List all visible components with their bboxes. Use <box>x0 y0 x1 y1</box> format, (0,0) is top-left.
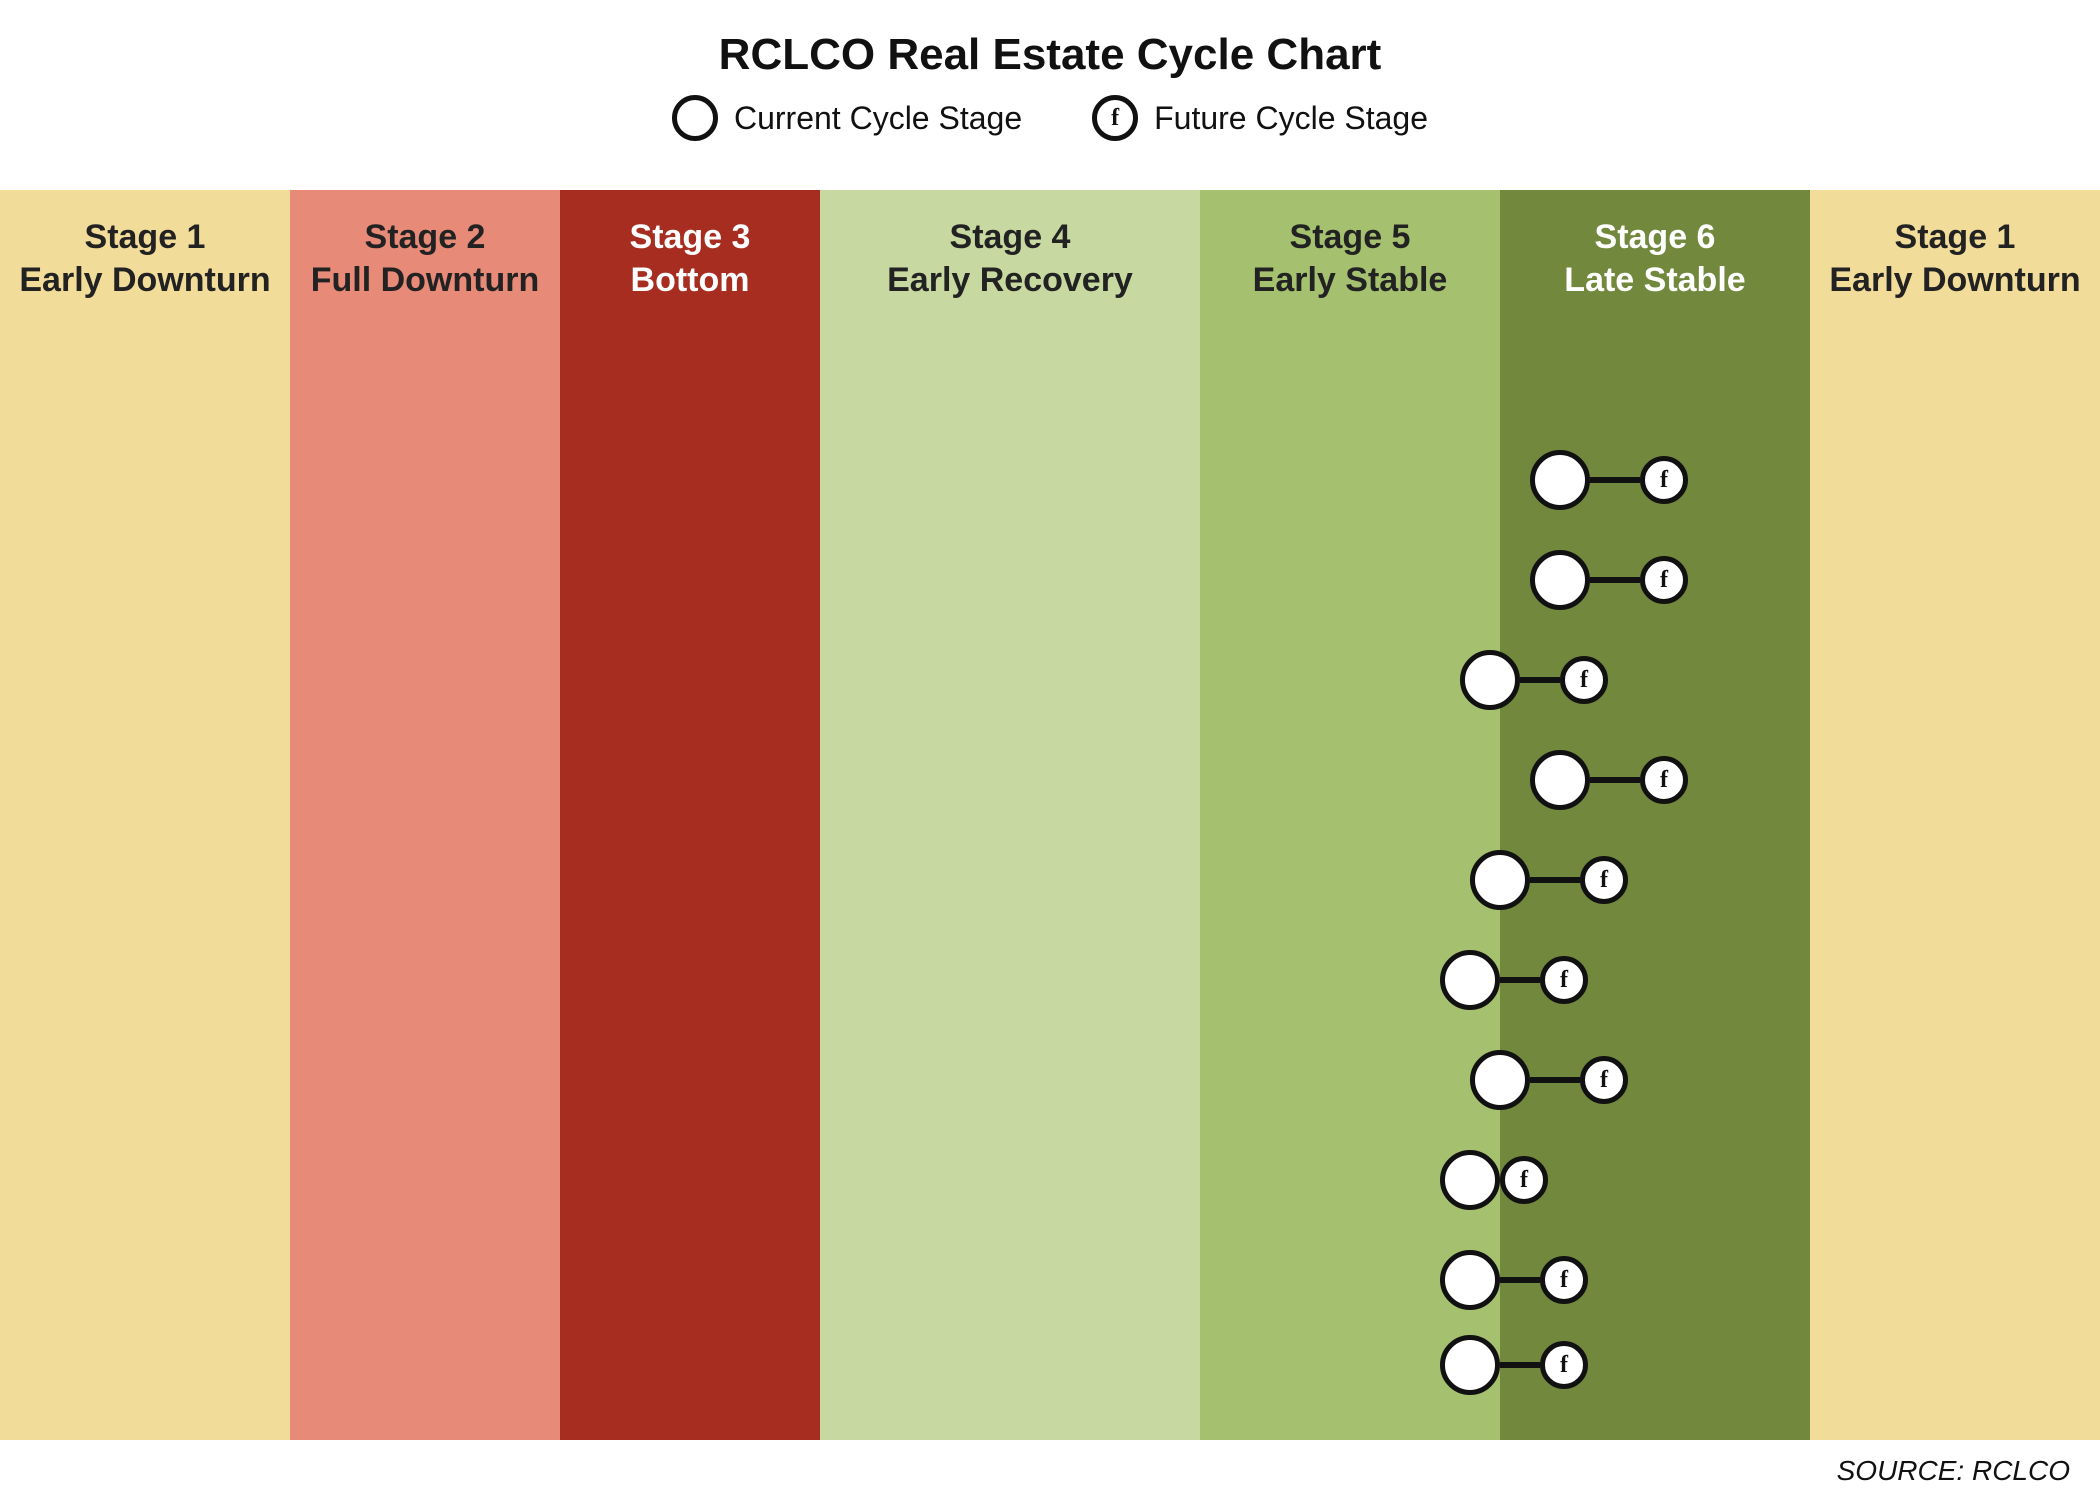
stage-band-stage1b: Stage 1 Early Downturn <box>1810 190 2100 1440</box>
legend: Current Cycle Stage f Future Cycle Stage <box>0 95 2100 141</box>
stage-label-stage6: Stage 6 Late Stable <box>1500 216 1810 301</box>
marker-connector <box>1590 477 1640 483</box>
current-marker-icon <box>1530 750 1590 810</box>
future-marker-icon: f <box>1640 556 1688 604</box>
marker-group: f <box>1530 450 1688 510</box>
marker-group: f <box>1530 550 1688 610</box>
marker-connector <box>1520 677 1560 683</box>
marker-group: f <box>1530 750 1688 810</box>
marker-connector <box>1590 577 1640 583</box>
marker-connector <box>1530 877 1580 883</box>
marker-group: f <box>1440 950 1588 1010</box>
stage-label-stage2: Stage 2 Full Downturn <box>290 216 560 301</box>
marker-connector <box>1590 777 1640 783</box>
marker-group: f <box>1470 1050 1628 1110</box>
current-marker-icon <box>1470 1050 1530 1110</box>
current-marker-icon <box>1440 1335 1500 1395</box>
marker-group: f <box>1440 1150 1548 1210</box>
future-marker-icon: f <box>1540 956 1588 1004</box>
stage-label-stage3: Stage 3 Bottom <box>560 216 820 301</box>
future-marker-icon: f <box>1540 1256 1588 1304</box>
future-marker-icon: f <box>1580 856 1628 904</box>
future-marker-icon: f <box>1560 656 1608 704</box>
chart-area: Stage 1 Early DownturnStage 2 Full Downt… <box>0 190 2100 1440</box>
future-marker-icon: f <box>1540 1341 1588 1389</box>
stage-label-stage1b: Stage 1 Early Downturn <box>1810 216 2100 301</box>
current-marker-icon <box>1440 1250 1500 1310</box>
current-marker-icon <box>1460 650 1520 710</box>
legend-future: f Future Cycle Stage <box>1092 95 1428 141</box>
stage-band-stage3: Stage 3 Bottom <box>560 190 820 1440</box>
chart-root: RCLCO Real Estate Cycle Chart Current Cy… <box>0 0 2100 1500</box>
stage-label-stage5: Stage 5 Early Stable <box>1200 216 1500 301</box>
marker-connector <box>1530 1077 1580 1083</box>
future-marker-icon: f <box>1580 1056 1628 1104</box>
stage-band-stage2: Stage 2 Full Downturn <box>290 190 560 1440</box>
marker-group: f <box>1440 1335 1588 1395</box>
chart-title: RCLCO Real Estate Cycle Chart <box>0 30 2100 80</box>
legend-current-label: Current Cycle Stage <box>734 100 1022 137</box>
current-marker-icon <box>1530 450 1590 510</box>
marker-group: f <box>1470 850 1628 910</box>
marker-connector <box>1500 977 1540 983</box>
marker-group: f <box>1440 1250 1588 1310</box>
future-marker-icon: f <box>1500 1156 1548 1204</box>
future-marker-icon: f <box>1640 456 1688 504</box>
stage-label-stage4: Stage 4 Early Recovery <box>820 216 1200 301</box>
legend-future-icon: f <box>1092 95 1138 141</box>
legend-current: Current Cycle Stage <box>672 95 1022 141</box>
marker-connector <box>1500 1277 1540 1283</box>
current-marker-icon <box>1440 950 1500 1010</box>
stage-label-stage1a: Stage 1 Early Downturn <box>0 216 290 301</box>
legend-current-icon <box>672 95 718 141</box>
legend-future-label: Future Cycle Stage <box>1154 100 1428 137</box>
future-marker-icon: f <box>1640 756 1688 804</box>
marker-connector <box>1500 1362 1540 1368</box>
current-marker-icon <box>1530 550 1590 610</box>
stage-band-stage1a: Stage 1 Early Downturn <box>0 190 290 1440</box>
stage-band-stage4: Stage 4 Early Recovery <box>820 190 1200 1440</box>
current-marker-icon <box>1440 1150 1500 1210</box>
source-credit: SOURCE: RCLCO <box>1837 1455 2070 1487</box>
marker-group: f <box>1460 650 1608 710</box>
current-marker-icon <box>1470 850 1530 910</box>
